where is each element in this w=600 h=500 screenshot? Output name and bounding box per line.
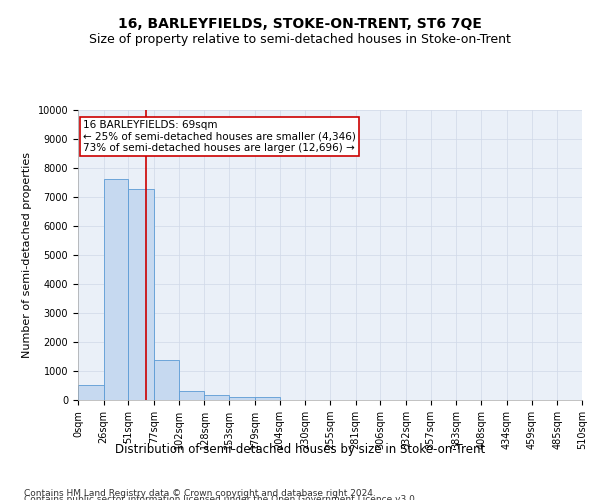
Text: Size of property relative to semi-detached houses in Stoke-on-Trent: Size of property relative to semi-detach…	[89, 32, 511, 46]
Bar	[205, 395, 229, 400]
Bar	[104, 179, 128, 400]
Bar	[154, 360, 179, 400]
Bar	[179, 390, 205, 400]
Text: Contains HM Land Registry data © Crown copyright and database right 2024.: Contains HM Land Registry data © Crown c…	[24, 488, 376, 498]
Bar	[229, 396, 255, 400]
Text: Contains public sector information licensed under the Open Government Licence v3: Contains public sector information licen…	[24, 495, 418, 500]
Bar	[78, 384, 104, 400]
Bar	[128, 189, 154, 400]
Y-axis label: Number of semi-detached properties: Number of semi-detached properties	[22, 152, 32, 358]
Text: 16 BARLEYFIELDS: 69sqm
← 25% of semi-detached houses are smaller (4,346)
73% of : 16 BARLEYFIELDS: 69sqm ← 25% of semi-det…	[83, 120, 356, 154]
Text: Distribution of semi-detached houses by size in Stoke-on-Trent: Distribution of semi-detached houses by …	[115, 442, 485, 456]
Bar	[255, 397, 280, 400]
Text: 16, BARLEYFIELDS, STOKE-ON-TRENT, ST6 7QE: 16, BARLEYFIELDS, STOKE-ON-TRENT, ST6 7Q…	[118, 18, 482, 32]
